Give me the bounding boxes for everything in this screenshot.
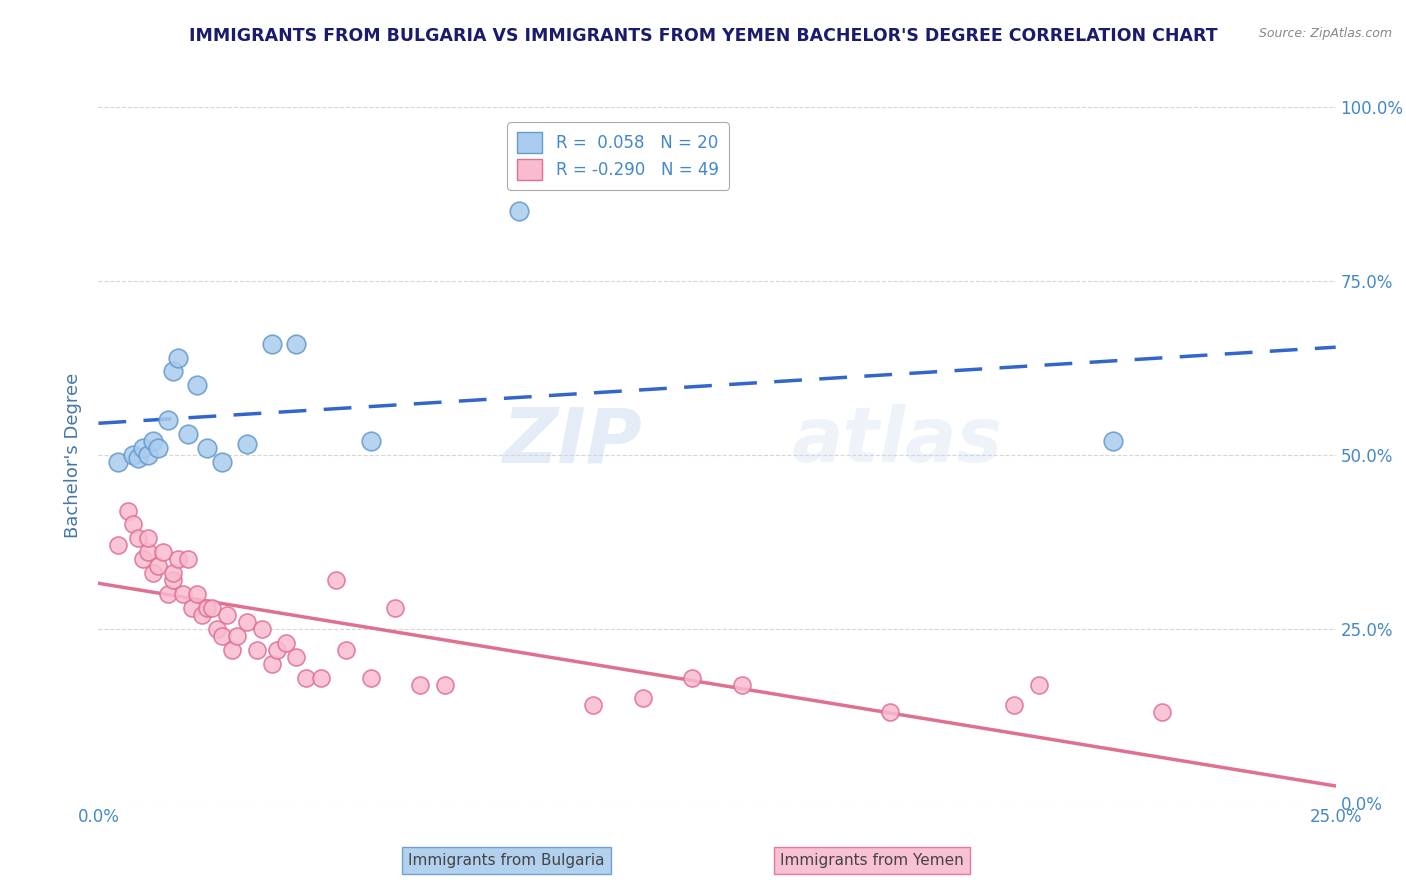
- Point: [260, 336, 283, 351]
- Point: [260, 657, 283, 671]
- Text: IMMIGRANTS FROM BULGARIA VS IMMIGRANTS FROM YEMEN BACHELOR'S DEGREE CORRELATION : IMMIGRANTS FROM BULGARIA VS IMMIGRANTS F…: [188, 27, 1218, 45]
- Point: [409, 677, 432, 691]
- Point: [136, 545, 159, 559]
- Point: [156, 587, 179, 601]
- Point: [122, 448, 145, 462]
- Point: [162, 566, 184, 581]
- Point: [681, 671, 703, 685]
- Point: [156, 413, 179, 427]
- Point: [250, 622, 273, 636]
- Point: [176, 427, 198, 442]
- Text: Immigrants from Yemen: Immigrants from Yemen: [780, 854, 963, 868]
- Point: [1102, 434, 1125, 448]
- Point: [107, 538, 129, 552]
- Point: [246, 642, 269, 657]
- Point: [142, 434, 165, 448]
- Text: ZIP: ZIP: [503, 404, 643, 478]
- Point: [136, 448, 159, 462]
- Point: [236, 437, 259, 451]
- Text: Source: ZipAtlas.com: Source: ZipAtlas.com: [1258, 27, 1392, 40]
- Point: [266, 642, 288, 657]
- Point: [172, 587, 194, 601]
- Point: [226, 629, 249, 643]
- Point: [195, 441, 218, 455]
- Point: [360, 434, 382, 448]
- Point: [508, 204, 530, 219]
- Point: [879, 706, 901, 720]
- Point: [217, 607, 239, 622]
- Point: [211, 455, 233, 469]
- Point: [132, 441, 155, 455]
- Legend: R =  0.058   N = 20, R = -0.290   N = 49: R = 0.058 N = 20, R = -0.290 N = 49: [508, 122, 728, 190]
- Point: [205, 622, 228, 636]
- Point: [309, 671, 332, 685]
- Point: [127, 451, 149, 466]
- Point: [142, 566, 165, 581]
- Point: [731, 677, 754, 691]
- Point: [107, 455, 129, 469]
- Point: [127, 532, 149, 546]
- Y-axis label: Bachelor's Degree: Bachelor's Degree: [65, 372, 83, 538]
- Point: [181, 601, 204, 615]
- Point: [152, 545, 174, 559]
- Point: [136, 532, 159, 546]
- Point: [384, 601, 406, 615]
- Text: Immigrants from Bulgaria: Immigrants from Bulgaria: [408, 854, 605, 868]
- Point: [195, 601, 218, 615]
- Point: [201, 601, 224, 615]
- Point: [117, 503, 139, 517]
- Point: [186, 587, 208, 601]
- Point: [236, 615, 259, 629]
- Point: [221, 642, 243, 657]
- Point: [191, 607, 214, 622]
- Point: [285, 336, 308, 351]
- Point: [582, 698, 605, 713]
- Point: [122, 517, 145, 532]
- Point: [295, 671, 318, 685]
- Point: [186, 378, 208, 392]
- Point: [162, 573, 184, 587]
- Point: [285, 649, 308, 664]
- Point: [146, 559, 169, 574]
- Point: [211, 629, 233, 643]
- Point: [1028, 677, 1050, 691]
- Point: [360, 671, 382, 685]
- Point: [176, 552, 198, 566]
- Point: [433, 677, 456, 691]
- Point: [132, 552, 155, 566]
- Point: [325, 573, 347, 587]
- Point: [162, 364, 184, 378]
- Text: atlas: atlas: [792, 404, 1002, 478]
- Point: [1002, 698, 1025, 713]
- Point: [1152, 706, 1174, 720]
- Point: [166, 552, 188, 566]
- Point: [276, 636, 298, 650]
- Point: [146, 441, 169, 455]
- Point: [631, 691, 654, 706]
- Point: [335, 642, 357, 657]
- Point: [166, 351, 188, 365]
